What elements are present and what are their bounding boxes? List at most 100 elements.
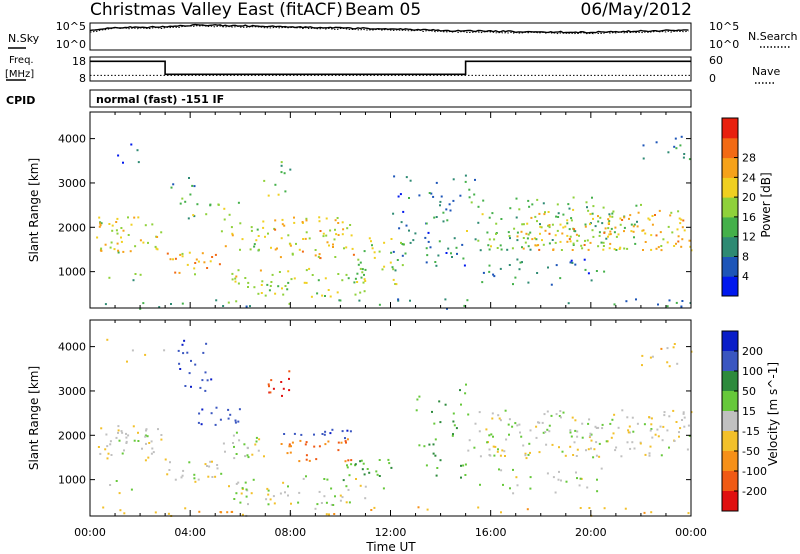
velocity-cell [416,398,419,401]
velocity-cell [529,476,532,479]
velocity-axes: 1000 2000 3000 4000 [58,320,692,516]
power-cell [581,247,584,250]
power-cell [363,290,366,293]
velocity-cell [546,428,549,431]
velocity-cell [650,428,653,430]
velocity-colorbar-tick-label: 200 [742,345,763,358]
power-cell [100,249,103,252]
velocity-cell [588,507,591,509]
velocity-cell [247,456,250,459]
velocity-cell [678,431,680,434]
velocity-cell [490,433,493,436]
velocity-cell [561,450,564,453]
velocity-cell [479,483,481,486]
velocity-cell [208,465,211,468]
power-cell [188,177,190,179]
velocity-cell [200,423,203,426]
velocity-cell [150,452,153,455]
velocity-cell [211,476,214,478]
power-cell [117,249,120,252]
power-cell [263,179,266,182]
power-cell [429,246,432,249]
power-cell [461,243,464,246]
power-cell [358,299,361,302]
velocity-cell [109,484,112,486]
power-heatmap [96,135,693,310]
power-cell [314,254,317,257]
velocity-cell [601,427,604,430]
velocity-cell [293,432,296,435]
velocity-cell [160,438,163,441]
velocity-cell [467,449,470,452]
power-cell [342,228,345,231]
power-cell [280,237,283,240]
velocity-cell [467,413,470,416]
power-cell [570,219,573,222]
power-cell [530,216,533,219]
power-cell [507,231,510,234]
velocity-cell [150,440,153,443]
power-cell [555,264,558,267]
power-region [354,237,405,286]
velocity-cell [288,389,291,392]
power-cell [130,143,133,146]
velocity-cell [145,429,147,432]
power-cell [111,229,114,232]
velocity-cell [415,409,418,412]
power-cell [613,303,616,306]
velocity-cell [130,488,133,491]
velocity-cell [197,421,200,424]
power-cell [319,257,322,260]
velocity-cell [464,392,467,395]
power-cell [237,282,240,285]
power-cell [584,223,587,226]
velocity-cell [267,503,270,506]
power-cell [453,237,456,240]
power-cell [500,248,503,251]
power-cell [438,240,441,243]
velocity-cell [524,452,527,455]
power-cell [156,236,159,238]
velocity-cell [535,425,538,428]
power-cell [154,245,157,248]
power-cell [329,295,332,298]
power-cell [611,215,614,218]
power-cell [446,307,448,310]
power-cell [264,294,267,297]
power-cell [655,141,658,144]
velocity-cell [418,444,421,447]
velocity-cell [588,418,591,421]
power-cell [205,213,208,216]
velocity-region [280,438,353,463]
velocity-cell [569,429,572,432]
power-cell [456,252,458,255]
velocity-cell [641,364,643,367]
power-cell [679,144,682,147]
velocity-cell [587,422,590,425]
velocity-cell [477,506,480,509]
power-cell [559,223,562,226]
velocity-cell [434,454,437,457]
power-cell [308,267,311,270]
power-cell [521,246,523,249]
velocity-cell [575,471,577,474]
power-cell [120,236,122,239]
velocity-cell [678,435,680,438]
velocity-cell [300,433,303,436]
velocity-cell [666,429,669,432]
power-cell [584,239,586,242]
velocity-cell [593,448,596,451]
velocity-region [283,428,352,440]
velocity-cell [194,480,197,483]
power-colorbar-segment [722,177,738,198]
velocity-cell [313,445,316,448]
velocity-cell [559,410,562,413]
velocity-cell [167,512,170,515]
velocity-cell [507,423,510,426]
power-cell [305,269,308,272]
power-cell [477,221,480,224]
power-cell [677,235,680,238]
velocity-cell [497,448,499,451]
power-cell [682,219,685,222]
velocity-cell [174,478,177,481]
